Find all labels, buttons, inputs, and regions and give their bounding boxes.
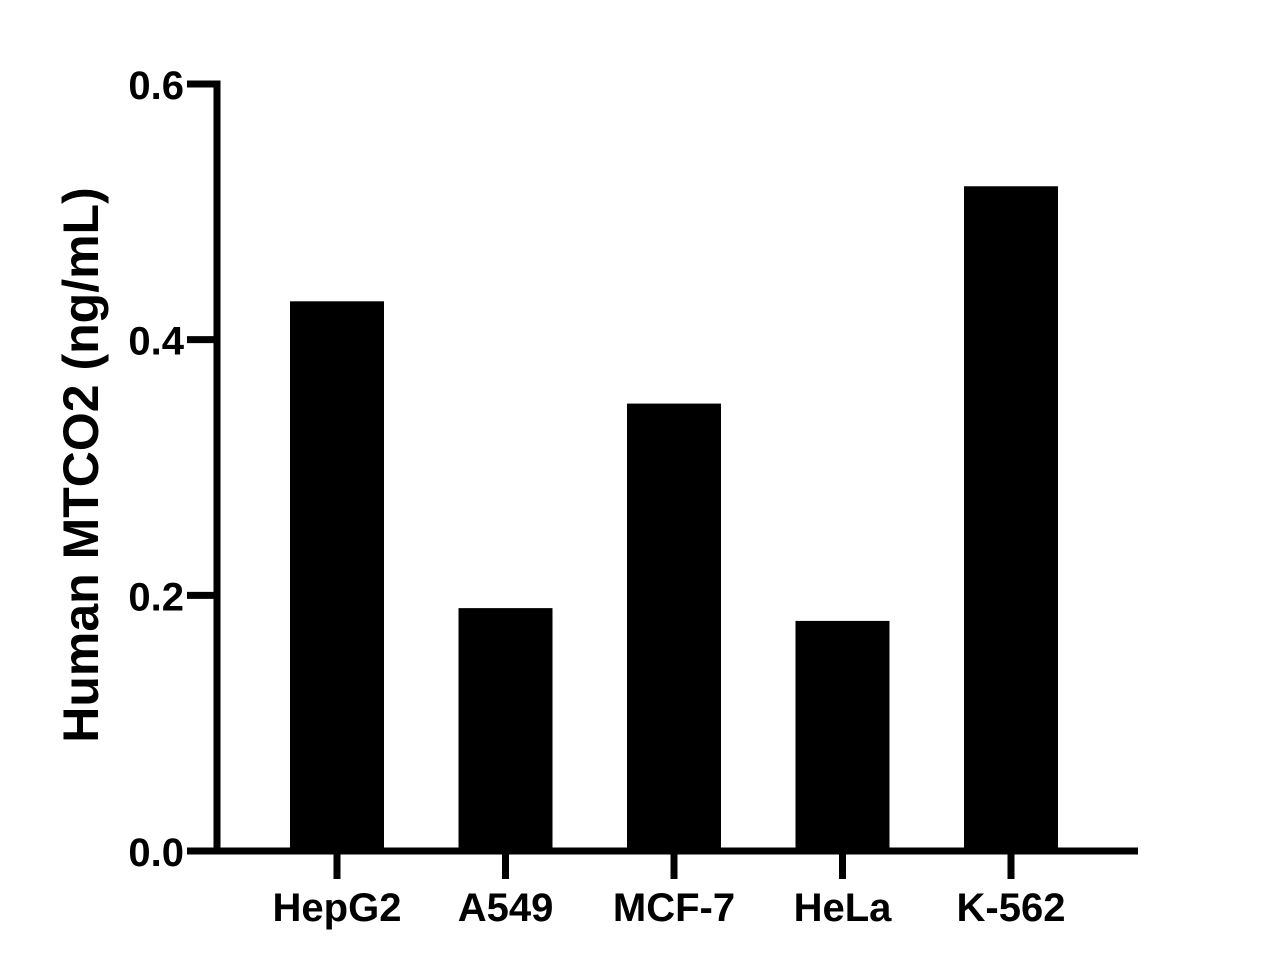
x-tick-label: HepG2 <box>273 886 402 930</box>
y-tick-label: 0.4 <box>128 320 184 364</box>
x-tick-label: MCF-7 <box>613 886 735 930</box>
bar-mcf-7 <box>627 403 721 851</box>
x-tick-label: HeLa <box>794 886 893 930</box>
bars-group <box>290 186 1058 852</box>
x-tick-label: A549 <box>458 886 554 930</box>
y-ticks-group: 0.0 0.2 0.4 0.6 <box>128 64 217 875</box>
y-axis-title: Human MTCO2 (ng/mL) <box>53 187 109 743</box>
bar-hepg2 <box>290 301 384 852</box>
bar-k-562 <box>964 186 1058 851</box>
x-ticks-group: HepG2 A549 MCF-7 HeLa K-562 <box>273 851 1066 930</box>
bar-a549 <box>458 608 553 851</box>
y-tick-label: 0.6 <box>128 64 184 108</box>
bar-hela <box>795 620 890 851</box>
x-tick-label: K-562 <box>957 886 1066 930</box>
y-tick-label: 0.2 <box>128 575 184 619</box>
y-tick-label: 0.0 <box>128 831 184 875</box>
